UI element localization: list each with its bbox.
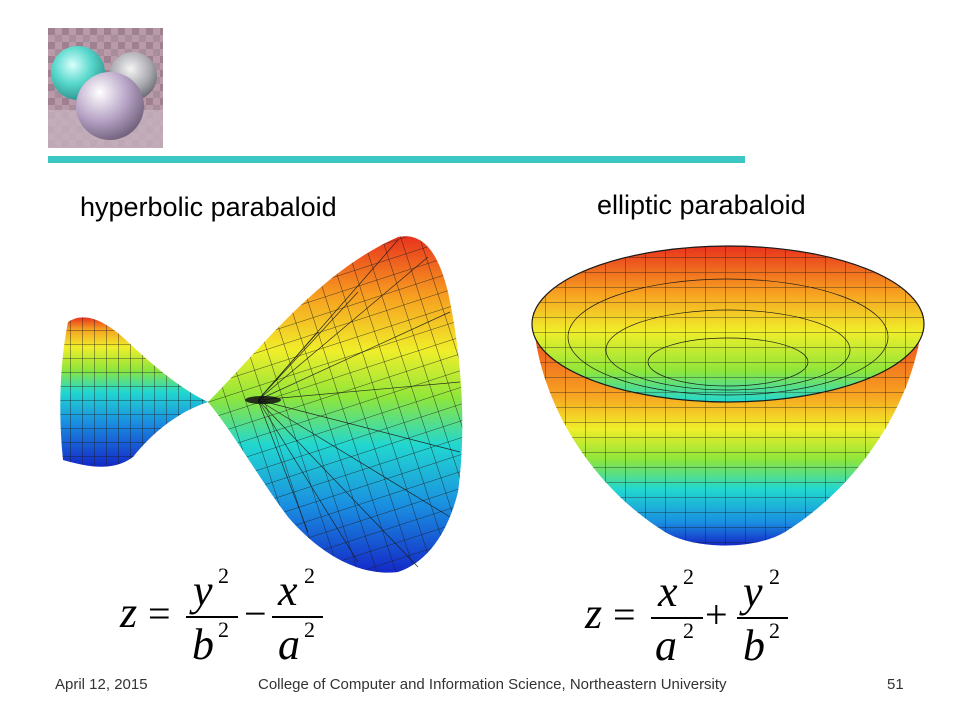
hyperbolic-paraboloid-equation: z = y 2 b 2 − x 2 a 2 bbox=[118, 563, 333, 670]
elliptic-paraboloid-equation: z = x 2 a 2 + y 2 b 2 bbox=[583, 564, 798, 671]
eq-right-den2-sup: 2 bbox=[769, 618, 780, 643]
eq-left-num1: y bbox=[189, 566, 213, 615]
reflective-spheres-logo bbox=[48, 28, 163, 148]
eq-right-equals: = bbox=[613, 592, 636, 637]
eq-right-num2-sup: 2 bbox=[769, 566, 780, 589]
hyperbolic-paraboloid-label: hyperbolic parabaloid bbox=[80, 192, 337, 222]
eq-left-den2: a bbox=[278, 620, 300, 665]
eq-right-plus: + bbox=[705, 592, 728, 637]
footer-date: April 12, 2015 bbox=[55, 676, 148, 693]
eq-right-z: z bbox=[584, 589, 602, 638]
footer-page-number: 51 bbox=[887, 676, 904, 693]
eq-right-den1: a bbox=[655, 621, 677, 666]
hyperbolic-paraboloid-surface bbox=[58, 232, 478, 577]
eq-right-den1-sup: 2 bbox=[683, 618, 694, 643]
eq-left-equals: = bbox=[148, 591, 171, 636]
eq-left-den1-sup: 2 bbox=[218, 617, 229, 642]
eq-right-num1-sup: 2 bbox=[683, 566, 694, 589]
eq-left-num2: x bbox=[277, 566, 298, 615]
elliptic-paraboloid-label: elliptic parabaloid bbox=[597, 190, 806, 220]
eq-left-z: z bbox=[119, 588, 137, 637]
eq-right-num2: y bbox=[739, 567, 763, 616]
eq-left-num1-sup: 2 bbox=[218, 565, 229, 588]
eq-left-den1: b bbox=[192, 620, 214, 665]
eq-right-den2: b bbox=[743, 621, 765, 666]
title-underline-rule bbox=[48, 156, 745, 163]
eq-left-num2-sup: 2 bbox=[304, 565, 315, 588]
footer-institution: College of Computer and Information Scie… bbox=[258, 676, 727, 693]
eq-left-den2-sup: 2 bbox=[304, 617, 315, 642]
eq-left-minus: − bbox=[244, 591, 267, 636]
eq-right-num1: x bbox=[657, 567, 678, 616]
elliptic-paraboloid-surface bbox=[525, 242, 929, 552]
